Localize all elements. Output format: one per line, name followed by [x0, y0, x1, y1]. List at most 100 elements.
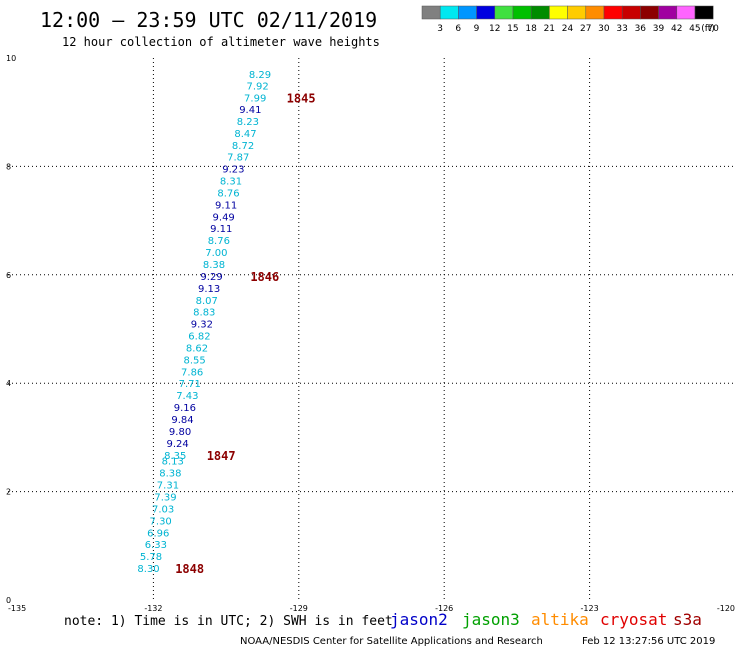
- legend-label: 21: [544, 24, 555, 34]
- time-label: 1845: [287, 92, 316, 106]
- y-tick-label: 2: [6, 488, 11, 497]
- wave-height-point: 9.29: [200, 272, 222, 283]
- wave-height-point: 9.11: [210, 224, 232, 235]
- legend-label: 15: [507, 24, 518, 34]
- wave-height-point: 7.92: [246, 82, 268, 93]
- y-tick-label: 8: [6, 162, 11, 171]
- legend-label: 3: [437, 24, 443, 34]
- legend-label: 42: [671, 24, 682, 34]
- chart-subtitle: 12 hour collection of altimeter wave hei…: [62, 35, 380, 49]
- legend-swatch: [439, 5, 459, 20]
- wave-height-point: 9.49: [213, 212, 235, 223]
- satellite-label: s3a: [673, 610, 702, 629]
- wave-height-point: 9.16: [174, 403, 196, 414]
- legend-label: 45: [689, 24, 700, 34]
- color-scale-legend: 3 6 9 12 15 18 21 24 27 30 33 36 39 42 45 70(ft): [421, 5, 719, 34]
- y-tick-label: 10: [6, 54, 16, 63]
- legend-swatch: [694, 5, 714, 20]
- x-tick-label: -132: [144, 604, 162, 613]
- legend-label: 33: [616, 24, 627, 34]
- satellite-label: cryosat: [600, 610, 667, 629]
- legend-label: 12: [489, 24, 500, 34]
- wave-height-point: 8.76: [217, 188, 239, 199]
- x-tick-label: -129: [290, 604, 308, 613]
- units-note: note: 1) Time is in UTC; 2) SWH is in fe…: [64, 614, 393, 629]
- x-tick-label: -126: [435, 604, 453, 613]
- chart-title: 12:00 – 23:59 UTC 02/11/2019: [40, 8, 377, 32]
- legend-swatch: [458, 5, 477, 20]
- footer-credit: NOAA/NESDIS Center for Satellite Applica…: [240, 636, 543, 647]
- satellite-label: jason2: [390, 610, 448, 629]
- time-label: 1848: [175, 562, 204, 576]
- wave-height-point: 9.32: [191, 320, 213, 331]
- legend-swatch: [640, 5, 659, 20]
- y-tick-label: 6: [6, 271, 11, 280]
- legend-label: 27: [580, 24, 591, 34]
- legend-swatch: [658, 5, 678, 20]
- time-label: 1847: [207, 449, 236, 463]
- wave-height-point: 6.96: [147, 528, 169, 539]
- wave-height-point: 9.80: [169, 427, 191, 438]
- legend-label: 30: [598, 24, 610, 34]
- plot-grid: [8, 58, 735, 600]
- wave-height-point: 8.13: [162, 457, 184, 468]
- wave-height-point: 7.03: [152, 504, 174, 515]
- wave-height-point: 6.82: [188, 332, 210, 343]
- satellite-key: jason2 jason3 altika cryosat s3a: [390, 610, 702, 629]
- legend-label: 18: [525, 24, 537, 34]
- wave-height-point: 8.38: [159, 469, 181, 480]
- wave-height-point: 8.35: [164, 451, 186, 462]
- wave-height-point: 8.31: [220, 177, 242, 188]
- wave-height-point: 8.83: [193, 308, 215, 319]
- wave-height-point: 8.72: [232, 141, 254, 152]
- wave-height-point: 6.33: [145, 540, 167, 551]
- wave-height-point: 9.41: [239, 105, 261, 116]
- legend-swatch: [621, 5, 641, 20]
- wave-height-point: 8.62: [186, 343, 208, 354]
- time-labels: 1845 1846 1847 1848: [175, 92, 315, 576]
- y-tick-label: 4: [6, 379, 11, 388]
- wave-height-point: 7.30: [150, 516, 172, 527]
- wave-height-point: 8.23: [237, 117, 259, 128]
- legend-swatch: [567, 5, 587, 20]
- legend-swatch: [676, 5, 696, 20]
- wave-height-point: 9.11: [215, 200, 237, 211]
- wave-height-point: 7.39: [154, 493, 176, 504]
- satellite-label: jason3: [462, 610, 520, 629]
- wave-height-point: 7.71: [179, 379, 201, 390]
- x-tick-label: -135: [8, 604, 26, 613]
- wave-height-point: 8.07: [196, 296, 218, 307]
- legend-label: 36: [635, 24, 647, 34]
- legend-swatch: [512, 5, 532, 20]
- wave-height-point: 8.38: [203, 260, 225, 271]
- wave-height-point: 5.78: [140, 552, 162, 563]
- legend-label: 6: [455, 24, 461, 34]
- legend-label: 9: [474, 24, 480, 34]
- wave-height-point: 8.55: [183, 355, 205, 366]
- wave-height-point: 8.30: [137, 564, 159, 575]
- wave-height-labels: 8.297.927.999.418.238.478.727.879.238.31…: [137, 70, 271, 575]
- x-tick-label: -123: [581, 604, 599, 613]
- wave-height-point: 7.99: [244, 94, 266, 105]
- legend-swatch: [585, 5, 605, 20]
- wave-height-point: 9.24: [167, 439, 189, 450]
- legend-swatch: [530, 5, 550, 20]
- y-tick-label: 0: [6, 596, 11, 605]
- wave-height-point: 7.87: [227, 153, 249, 164]
- wave-height-point: 7.00: [205, 248, 227, 259]
- wave-height-point: 9.13: [198, 284, 220, 295]
- legend-swatch: [549, 5, 568, 20]
- wave-height-point: 7.43: [176, 391, 198, 402]
- wave-height-point: 7.31: [157, 481, 179, 492]
- wave-height-point: 8.76: [208, 236, 230, 247]
- legend-label: 24: [562, 24, 574, 34]
- wave-height-point: 8.29: [249, 70, 271, 81]
- y-axis-ticks: 0 2 4 6 8 10: [6, 54, 16, 605]
- legend-swatch: [421, 5, 441, 20]
- x-tick-label: -120: [717, 604, 735, 613]
- wave-height-point: 9.84: [171, 415, 193, 426]
- legend-label: 39: [653, 24, 665, 34]
- wave-height-point: 8.47: [234, 129, 256, 140]
- satellite-label: altika: [531, 610, 589, 629]
